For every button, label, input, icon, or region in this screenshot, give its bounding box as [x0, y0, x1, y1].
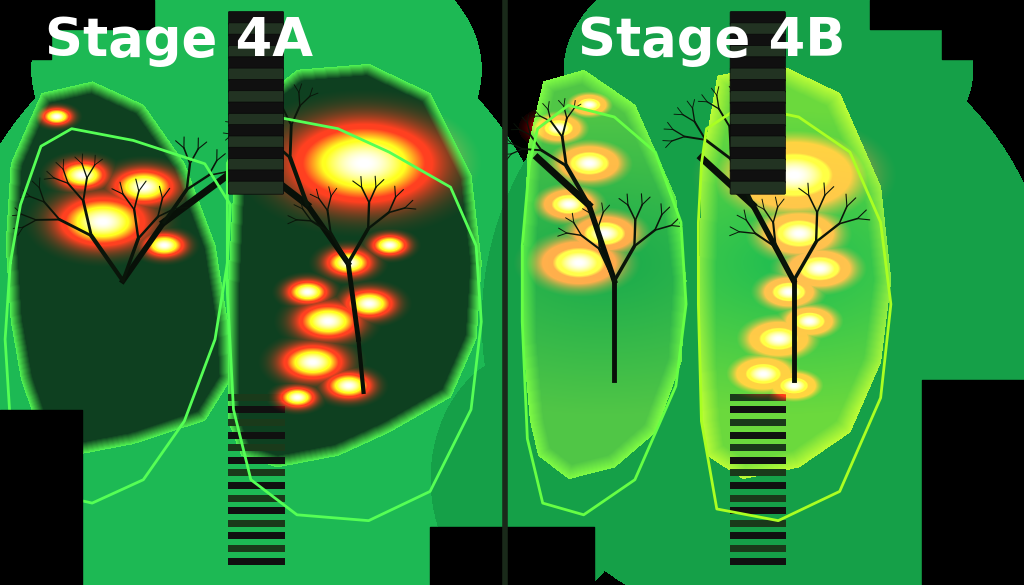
FancyBboxPatch shape [730, 57, 785, 70]
FancyBboxPatch shape [730, 147, 785, 160]
FancyBboxPatch shape [228, 57, 284, 70]
FancyBboxPatch shape [228, 23, 284, 36]
FancyBboxPatch shape [228, 113, 284, 126]
Text: Stage 4A: Stage 4A [45, 15, 313, 67]
Text: Stage 4B: Stage 4B [578, 15, 846, 67]
FancyBboxPatch shape [228, 80, 284, 92]
FancyBboxPatch shape [730, 68, 785, 81]
FancyBboxPatch shape [228, 170, 284, 183]
FancyBboxPatch shape [730, 91, 785, 104]
FancyBboxPatch shape [730, 170, 785, 183]
FancyBboxPatch shape [228, 46, 284, 59]
FancyBboxPatch shape [228, 12, 284, 25]
FancyBboxPatch shape [228, 91, 284, 104]
FancyBboxPatch shape [228, 181, 284, 194]
FancyBboxPatch shape [730, 113, 785, 126]
FancyBboxPatch shape [228, 136, 284, 149]
FancyBboxPatch shape [730, 159, 785, 171]
FancyBboxPatch shape [730, 12, 785, 25]
FancyBboxPatch shape [730, 23, 785, 36]
FancyBboxPatch shape [228, 34, 284, 47]
FancyBboxPatch shape [730, 181, 785, 194]
FancyBboxPatch shape [730, 46, 785, 59]
FancyBboxPatch shape [730, 125, 785, 137]
FancyBboxPatch shape [228, 68, 284, 81]
FancyBboxPatch shape [730, 136, 785, 149]
FancyBboxPatch shape [730, 102, 785, 115]
FancyBboxPatch shape [228, 102, 284, 115]
FancyBboxPatch shape [730, 34, 785, 47]
FancyBboxPatch shape [228, 125, 284, 137]
FancyBboxPatch shape [228, 159, 284, 171]
FancyBboxPatch shape [730, 80, 785, 92]
FancyBboxPatch shape [228, 147, 284, 160]
